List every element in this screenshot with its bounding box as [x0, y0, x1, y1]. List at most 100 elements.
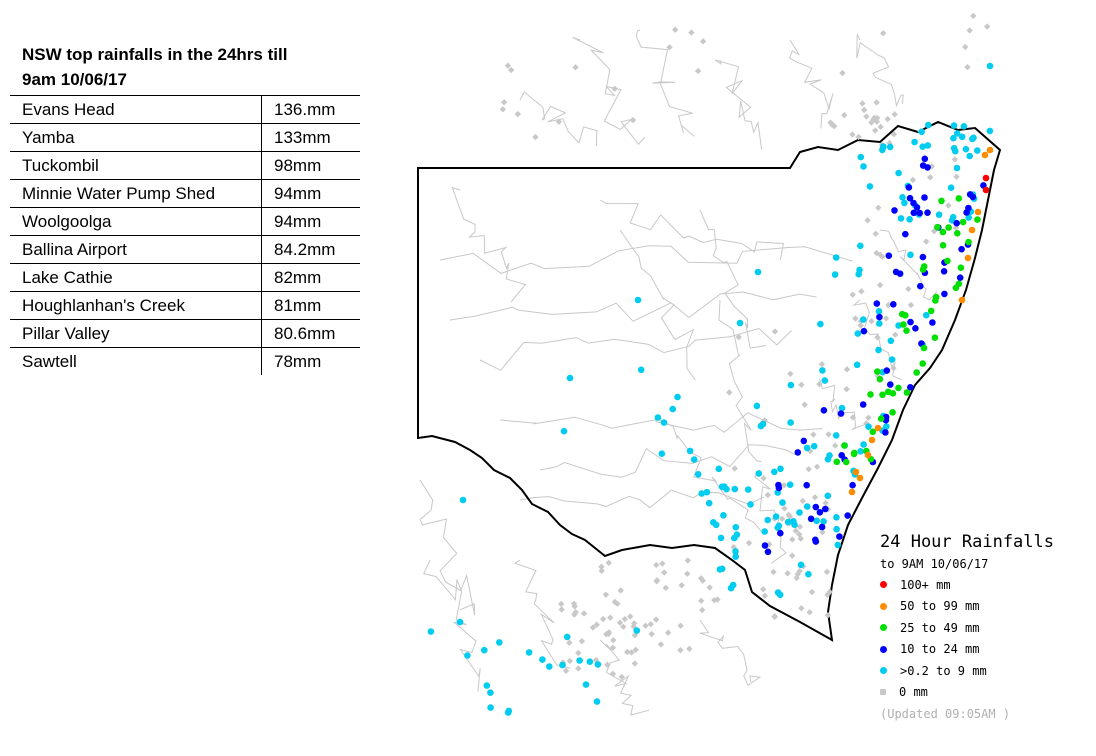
station-zero-dot	[841, 111, 848, 119]
station-zero-dot	[745, 539, 753, 547]
station-zero-dot	[771, 613, 778, 621]
station-rain-dot	[710, 519, 717, 526]
station-zero-dot	[864, 217, 871, 224]
station-rain-dot	[496, 639, 503, 646]
station-zero-dot	[876, 281, 884, 289]
station-zero-dot	[659, 560, 666, 567]
station-rain-dot	[931, 334, 939, 342]
station-rain-dot	[812, 503, 820, 511]
station-rain-dot	[796, 509, 803, 516]
station-rain-dot	[953, 219, 960, 227]
place-name: Sawtell	[22, 351, 77, 371]
station-zero-dot	[599, 615, 607, 623]
table-row: Sawtell 78mm	[10, 347, 360, 375]
station-rain-dot	[986, 62, 994, 70]
legend-label: 50 to 99 mm	[900, 599, 980, 614]
station-zero-dot	[672, 26, 679, 33]
station-rain-dot	[787, 381, 795, 389]
station-rain-dot	[836, 533, 843, 540]
station-zero-dot	[823, 568, 831, 576]
station-zero-dot	[532, 133, 539, 141]
station-zero-dot	[664, 629, 672, 636]
station-rain-dot	[897, 215, 905, 222]
station-rain-dot	[918, 128, 925, 136]
station-rain-dot	[889, 390, 897, 397]
station-zero-dot	[872, 230, 879, 237]
station-rain-dot	[833, 525, 840, 533]
river-line	[714, 59, 763, 150]
station-rain-dot	[947, 184, 955, 191]
station-zero-dot	[627, 613, 634, 620]
station-rain-dot	[674, 393, 681, 401]
station-zero-dot	[861, 106, 868, 114]
station-zero-dot	[731, 465, 738, 472]
river-line	[419, 479, 476, 615]
station-rain-dot	[886, 143, 894, 151]
place-name: Yamba	[10, 123, 262, 152]
station-rain-dot	[733, 531, 741, 538]
station-zero-dot	[964, 63, 971, 71]
station-zero-dot	[852, 315, 859, 322]
legend-item: 50 to 99 mm	[880, 596, 1092, 618]
station-rain-dot	[483, 682, 491, 689]
station-zero-dot	[875, 204, 882, 211]
station-rain-dot	[924, 209, 931, 216]
station-rain-dot	[875, 346, 882, 354]
station-zero-dot	[662, 584, 669, 592]
station-zero-dot	[661, 569, 668, 576]
station-zero-dot	[907, 301, 915, 309]
station-rain-dot	[459, 496, 467, 504]
legend-label: 0 mm	[899, 685, 928, 700]
rainfall-stations	[427, 12, 994, 716]
station-rain-dot	[816, 509, 824, 516]
legend-label: 100+ mm	[900, 577, 951, 592]
rainfall-table-panel: NSW top rainfalls in the 24hrs till 9am …	[10, 42, 360, 375]
station-rain-dot	[959, 218, 967, 226]
station-zero-dot	[984, 23, 991, 30]
river-line	[635, 29, 695, 137]
legend-updated: (Updated 09:05AM )	[880, 707, 1011, 721]
station-zero-dot	[694, 67, 702, 75]
station-zero-dot	[632, 646, 639, 654]
station-zero-dot	[624, 648, 631, 656]
station-rain-dot	[952, 147, 959, 155]
station-rain-dot	[727, 584, 735, 592]
station-rain-dot	[703, 488, 711, 496]
station-rain-dot	[944, 257, 951, 265]
station-rain-dot	[903, 389, 911, 396]
station-rain-dot	[807, 515, 815, 523]
station-zero-dot	[843, 385, 850, 393]
river-line	[519, 489, 765, 509]
station-rain-dot	[844, 512, 851, 519]
station-zero-dot	[514, 110, 521, 118]
state-border-line	[417, 120, 1002, 642]
station-rain-dot	[818, 523, 826, 531]
station-rain-dot	[902, 312, 909, 319]
station-zero-dot	[805, 465, 812, 473]
station-rain-dot	[876, 320, 883, 327]
station-rain-dot	[744, 486, 752, 493]
station-rain-dot	[986, 146, 994, 154]
station-zero-dot	[824, 591, 831, 598]
station-rain-dot	[953, 130, 961, 137]
station-rain-dot	[919, 266, 927, 273]
station-zero-dot	[706, 584, 713, 591]
station-rain-dot	[456, 618, 464, 626]
station-rain-dot	[974, 216, 981, 223]
table-row: Ballina Airport 84.2mm	[10, 235, 360, 264]
station-zero-dot	[610, 636, 617, 644]
station-rain-dot	[945, 224, 952, 231]
station-rain-dot	[883, 367, 891, 374]
station-rain-dot	[903, 327, 910, 335]
station-rain-dot	[586, 658, 594, 665]
station-zero-dot	[677, 622, 684, 629]
station-rain-dot	[895, 384, 902, 392]
station-zero-dot	[966, 27, 973, 34]
station-rain-dot	[916, 209, 923, 217]
station-rain-dot	[966, 191, 974, 198]
legend-swatch	[880, 667, 887, 675]
station-zero-dot	[616, 619, 624, 626]
station-rain-dot	[905, 184, 913, 191]
station-rain-dot	[913, 204, 921, 211]
